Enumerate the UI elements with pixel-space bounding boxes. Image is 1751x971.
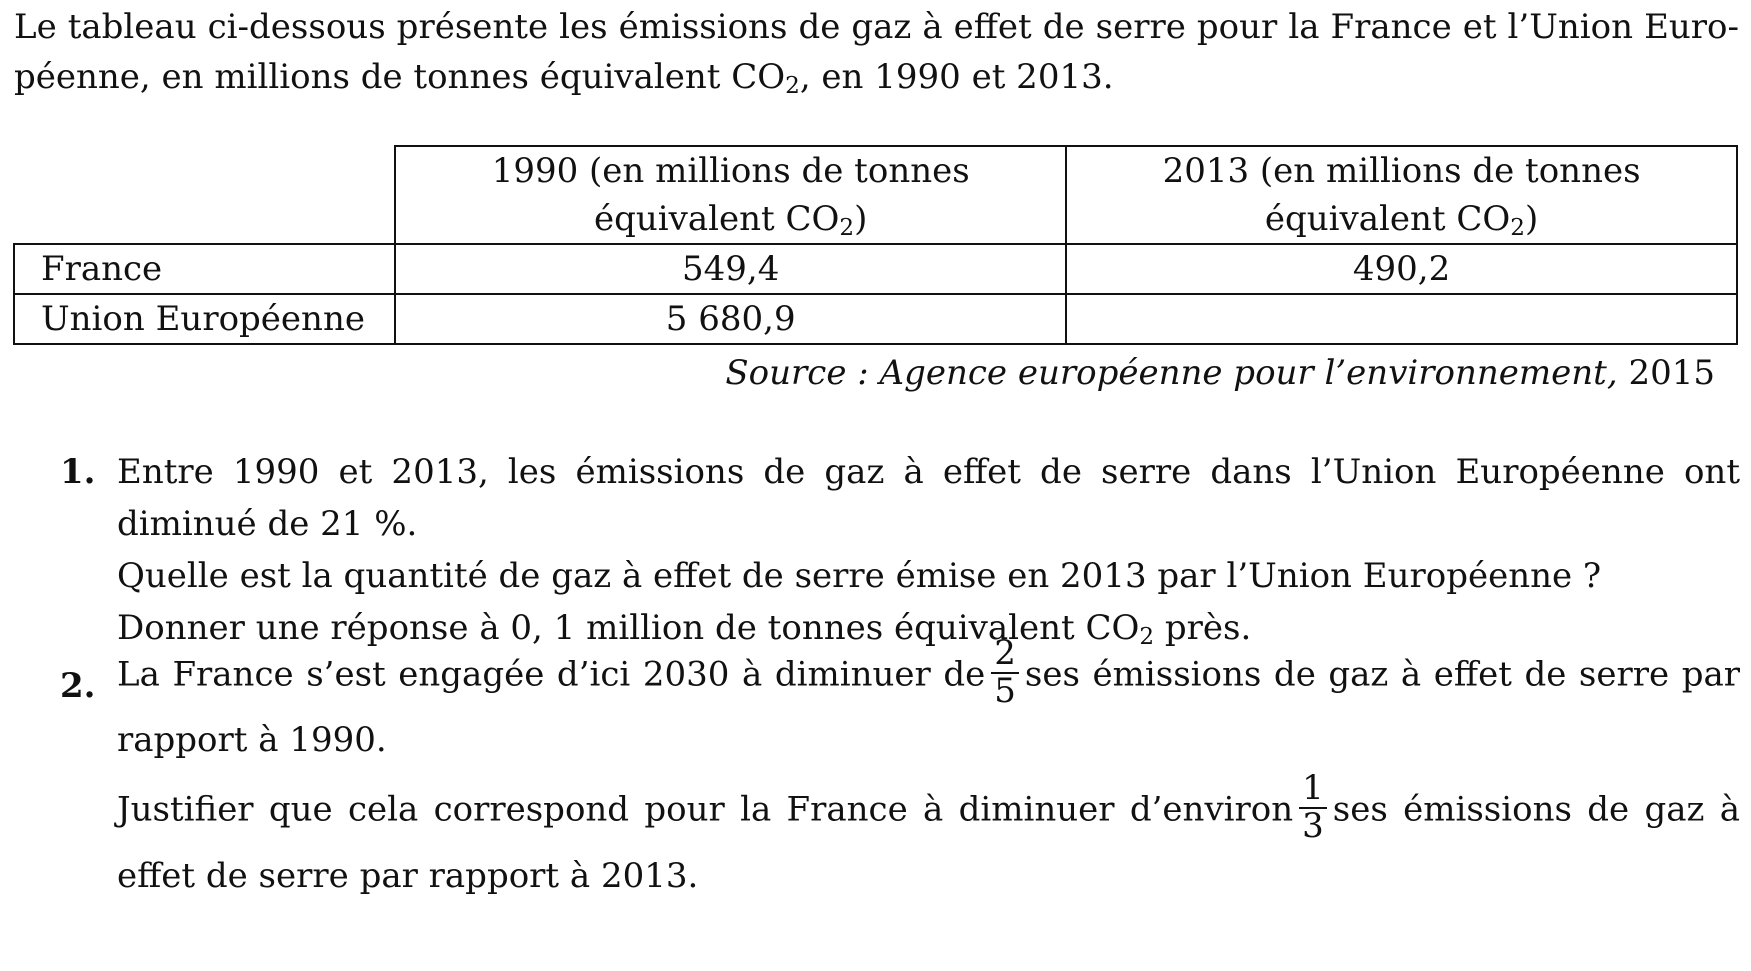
cell-france-2013: 490,2 [1065, 243, 1738, 295]
table-corner-cell [14, 146, 397, 245]
emissions-table: 1990 (en millions de tonnes équivalent C… [12, 145, 1738, 345]
table-header-row: 1990 (en millions de tonnes équivalent C… [14, 145, 1738, 245]
header-1990: 1990 (en millions de tonnes équivalent C… [394, 145, 1068, 245]
cell-france-1990: 549,4 [394, 243, 1068, 295]
question-text: Quelle est la quantité de gaz à effet de… [117, 556, 1602, 596]
question-text: Donner une réponse à 0, 1 million de ton… [117, 608, 1252, 651]
cell-ue-2013 [1065, 293, 1738, 345]
question-text: Justifier que cela correspond pour la Fr… [117, 768, 1740, 896]
row-label-ue: Union Européenne [12, 293, 397, 345]
question-text: Entre 1990 et 2013, les émissions de gaz… [117, 452, 1740, 544]
cell-ue-1990: 5 680,9 [394, 293, 1068, 345]
question-1: 1. Entre 1990 et 2013, les émissions de … [60, 446, 1740, 649]
table-row: France 549,4 490,2 [12, 243, 1738, 295]
question-number: 2. [60, 666, 96, 706]
co2-subscript: 2 [785, 73, 800, 100]
question-2: 2. La France s’est engagée d’ici 2030 à … [60, 633, 1740, 960]
source-year: 2015 [1617, 353, 1715, 393]
intro-paragraph: Le tableau ci-dessous présente les émiss… [14, 2, 1739, 102]
intro-text-end: , en 1990 et 2013. [799, 57, 1114, 97]
question-body: La France s’est engagée d’ici 2030 à dim… [117, 633, 1740, 903]
question-number: 1. [60, 452, 96, 492]
question-body: Entre 1990 et 2013, les émissions de gaz… [117, 446, 1740, 654]
table-source: Source : Agence européenne pour l’enviro… [725, 348, 1715, 398]
table-row: Union Européenne 5 680,9 [12, 293, 1738, 345]
header-2013: 2013 (en millions de tonnes équivalent C… [1065, 145, 1738, 245]
question-text: La France s’est engagée d’ici 2030 à dim… [117, 633, 1740, 761]
intro-text: Le tableau ci-dessous présente les émiss… [14, 7, 1739, 97]
row-label-france: France [12, 243, 397, 295]
source-italic: Source : Agence européenne pour l’enviro… [725, 353, 1618, 393]
